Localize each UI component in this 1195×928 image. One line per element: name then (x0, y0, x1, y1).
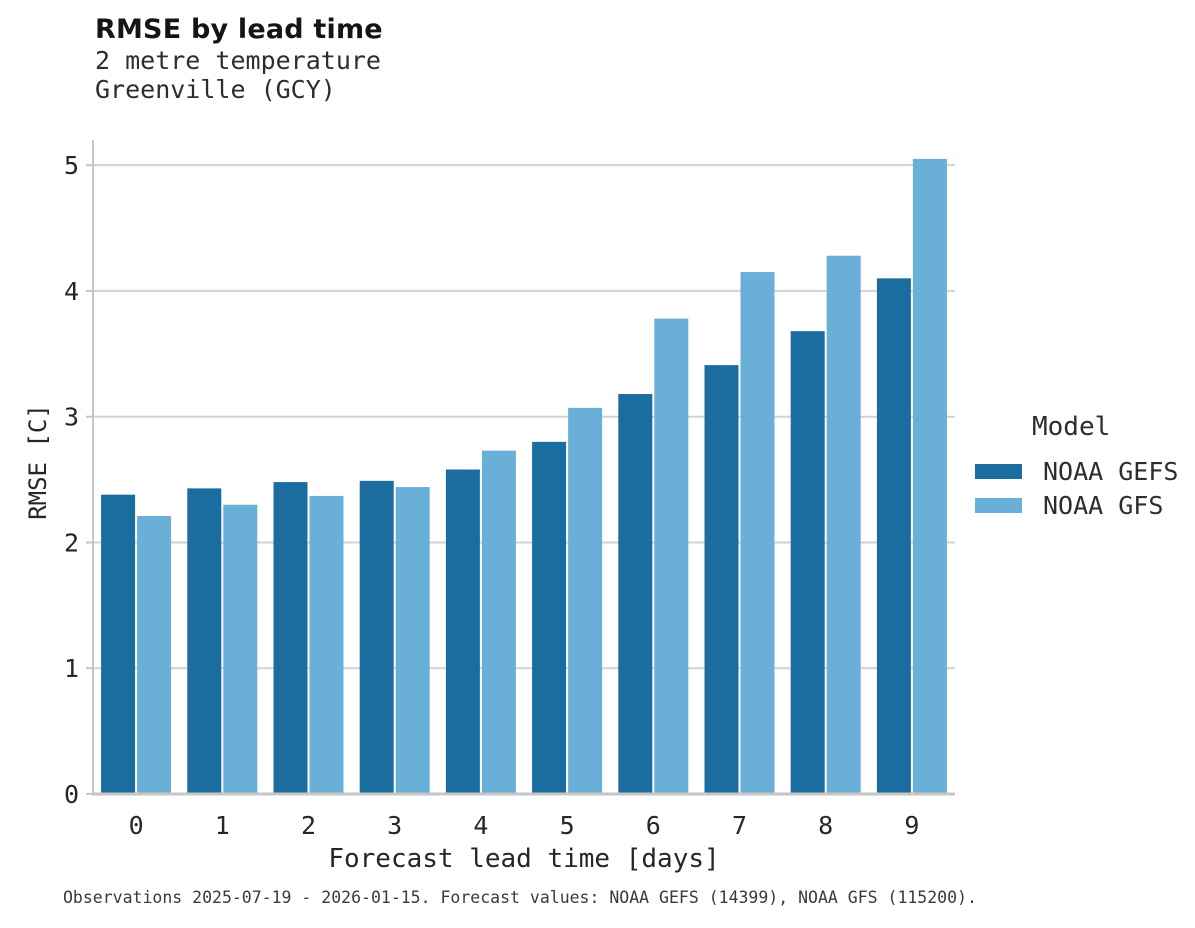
xtick-label-8: 8 (818, 811, 833, 840)
xtick-label-0: 0 (129, 811, 144, 840)
ytick-label-4: 4 (64, 277, 79, 306)
chart-header: RMSE by lead time 2 metre temperature Gr… (95, 14, 383, 104)
bar-noaa-gefs-day-1 (187, 488, 222, 794)
bar-noaa-gfs-day-3 (395, 487, 430, 794)
footnote: Observations 2025-07-19 - 2026-01-15. Fo… (63, 888, 977, 907)
xtick-label-5: 5 (560, 811, 575, 840)
chart-subtitle-station: Greenville (GCY) (95, 75, 336, 104)
bar-noaa-gfs-day-1 (223, 504, 258, 794)
bar-noaa-gefs-day-2 (273, 482, 308, 794)
bar-noaa-gefs-day-5 (532, 441, 567, 794)
ytick-label-2: 2 (64, 528, 79, 557)
bar-noaa-gfs-day-6 (654, 318, 689, 794)
bar-noaa-gefs-day-4 (445, 469, 480, 794)
xtick-label-6: 6 (646, 811, 661, 840)
xtick-label-7: 7 (732, 811, 747, 840)
y-axis-title: RMSE [C] (24, 404, 52, 520)
legend-label-noaa-gfs: NOAA GFS (1043, 490, 1164, 520)
legend-swatch-noaa-gfs (975, 497, 1022, 513)
bar-noaa-gefs-day-3 (359, 480, 394, 794)
bar-noaa-gefs-day-7 (704, 365, 739, 794)
bar-noaa-gefs-day-6 (618, 394, 653, 794)
ytick-label-1: 1 (64, 654, 79, 683)
bar-noaa-gfs-day-4 (481, 450, 516, 794)
xtick-label-1: 1 (215, 811, 230, 840)
bar-noaa-gfs-day-9 (912, 158, 947, 795)
xtick-label-3: 3 (387, 811, 402, 840)
chart-title: RMSE by lead time (95, 14, 383, 45)
bar-noaa-gfs-day-2 (309, 495, 344, 794)
bar-noaa-gefs-day-9 (876, 278, 911, 794)
chart-subtitle-variable: 2 metre temperature (95, 46, 381, 75)
xtick-label-9: 9 (904, 811, 919, 840)
bar-noaa-gfs-day-0 (137, 516, 172, 794)
legend: Model NOAA GEFS NOAA GFS (975, 412, 1178, 522)
bar-noaa-gfs-day-8 (826, 255, 861, 794)
x-axis-title: Forecast lead time [days] (328, 844, 720, 874)
ytick-label-3: 3 (64, 403, 79, 432)
xtick-label-4: 4 (473, 811, 488, 840)
legend-swatch-noaa-gefs (975, 463, 1022, 479)
xtick-label-2: 2 (301, 811, 316, 840)
bar-noaa-gefs-day-8 (790, 331, 825, 794)
ytick-label-5: 5 (64, 151, 79, 180)
bar-noaa-gfs-day-5 (568, 407, 603, 794)
legend-label-noaa-gefs: NOAA GEFS (1043, 456, 1179, 486)
legend-item-noaa-gfs: NOAA GFS (975, 488, 1178, 522)
bar-noaa-gfs-day-7 (740, 272, 775, 794)
legend-item-noaa-gefs: NOAA GEFS (975, 454, 1178, 488)
ytick-label-0: 0 (64, 780, 79, 809)
legend-title: Model (1032, 412, 1111, 442)
bar-noaa-gefs-day-0 (101, 494, 136, 794)
